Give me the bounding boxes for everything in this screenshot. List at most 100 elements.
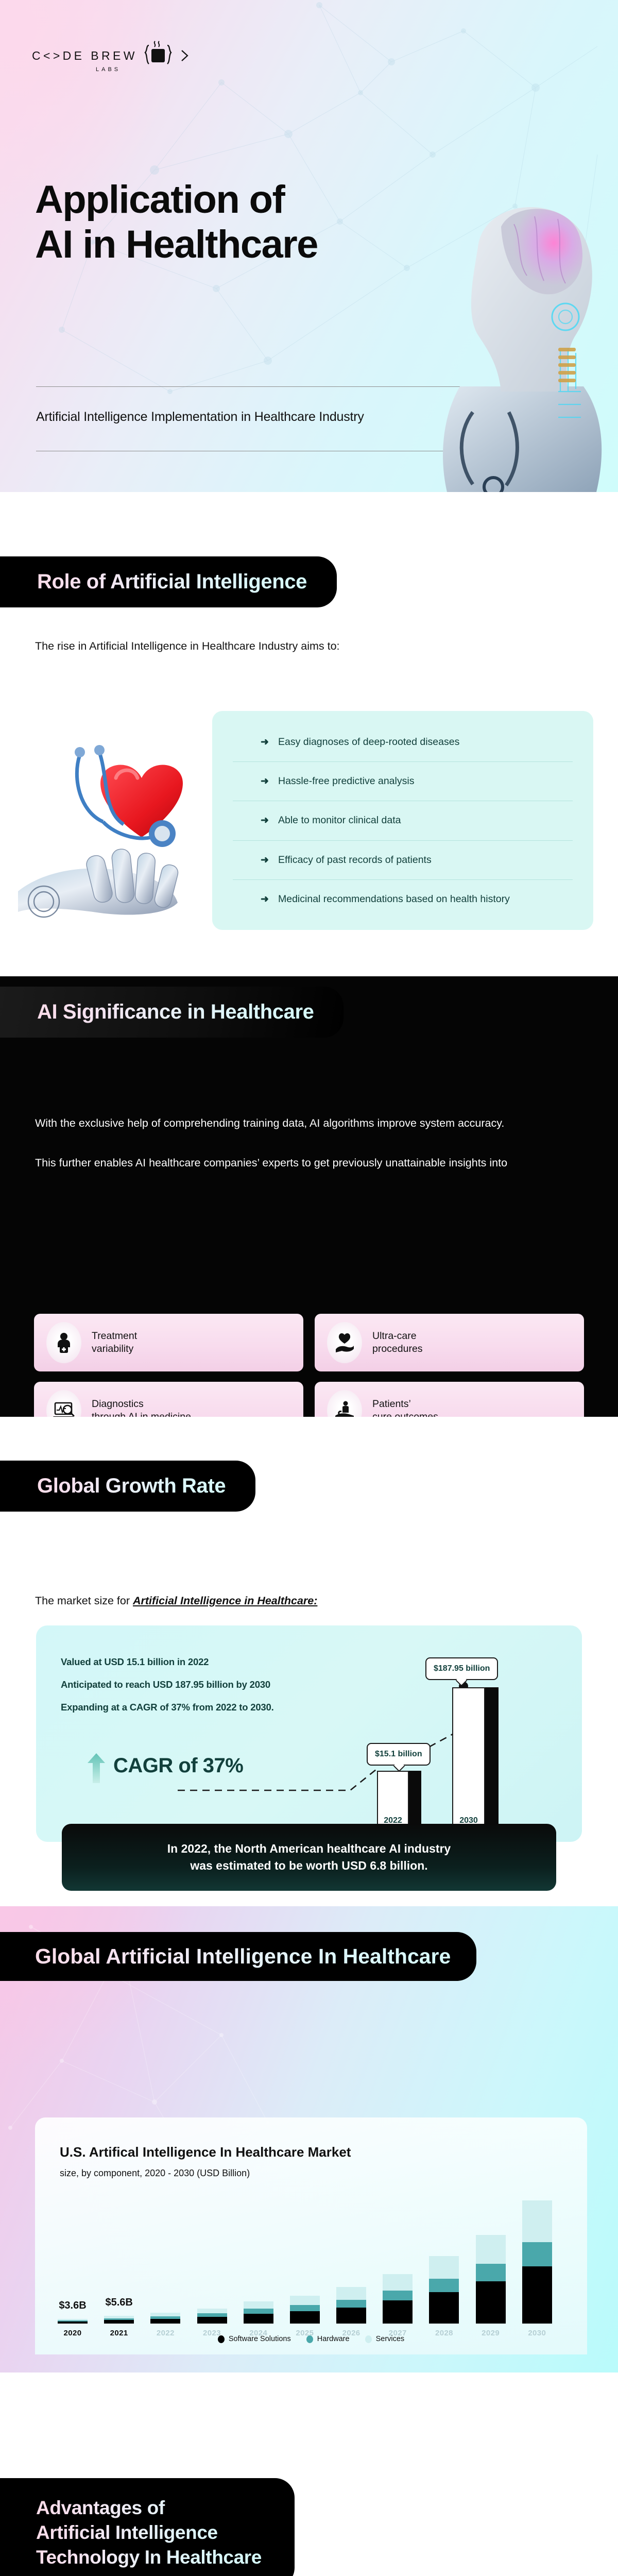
chart-x-tick: 2028 — [435, 2329, 453, 2337]
legend-label: Hardware — [317, 2335, 350, 2343]
arrow-right-icon: ➜ — [261, 776, 269, 787]
chart-legend: Software Solutions Hardware Services — [35, 2335, 587, 2343]
growth-heading-tag: Global Growth Rate — [0, 1461, 256, 1512]
growth-section: Global Growth Rate The market size for A… — [0, 1417, 618, 1932]
advantages-heading-line3: Technology In Healthcare — [36, 2547, 262, 2568]
bar-segment-hardware — [289, 2305, 320, 2311]
global-chart-heading: Global Artificial Intelligence In Health… — [35, 1944, 451, 1968]
bar-segment-hardware — [522, 2242, 552, 2267]
bar-segment-software-solutions — [336, 2307, 367, 2324]
bar-segment-software-solutions — [150, 2318, 181, 2324]
role-heading-tag: Role of Artificial Intelligence — [0, 556, 337, 608]
bar-segment-software-solutions — [58, 2321, 88, 2324]
chart-bar-2030: 2030 — [522, 2200, 552, 2337]
callout-2030-value: $187.95 billion — [425, 1657, 499, 1680]
chart-plot-area: 2020 2021 2022 2023 2024 2025 2026 2027 2028 2029… — [58, 2195, 569, 2337]
chart-bar-2029: 2029 — [475, 2234, 506, 2337]
role-item-label: Able to monitor clinical data — [278, 815, 401, 826]
growth-fact: Anticipated to reach USD 187.95 billion … — [61, 1679, 270, 1690]
chart-title: U.S. Artifical Intelligence In Healthcar… — [60, 2144, 351, 2160]
role-lead-text: The rise in Artificial Intelligence in H… — [35, 640, 340, 652]
role-item-label: Medicinal recommendations based on healt… — [278, 893, 510, 905]
growth-dashed-connector — [178, 1682, 468, 1791]
market-chart-card: U.S. Artifical Intelligence In Healthcar… — [35, 2117, 587, 2354]
role-heading: Role of Artificial Intelligence — [37, 570, 307, 594]
chart-bar-2022: 2022 — [150, 2312, 181, 2337]
bar-segment-services — [197, 2308, 227, 2313]
significance-card-label: Ultra-care procedures — [372, 1330, 423, 1354]
bar-segment-software-solutions — [197, 2316, 227, 2324]
advantages-heading-line2: Artificial Intelligence — [36, 2522, 218, 2544]
chart-value-label: $5.6B — [105, 2297, 133, 2309]
arrow-up-icon — [88, 1753, 105, 1783]
chart-bar-2026: 2026 — [336, 2287, 367, 2337]
logo-wordmark: C<>DE BREW — [32, 48, 138, 62]
bar-segment-services — [58, 2318, 88, 2320]
growth-lead-prefix: The market size for — [35, 1595, 133, 1607]
growth-banner-line2: was estimated to be worth USD 6.8 billio… — [190, 1859, 428, 1872]
bar-segment-services — [383, 2274, 413, 2291]
cagr-label: CAGR of 37% — [113, 1754, 244, 1777]
bar-segment-software-solutions — [104, 2320, 134, 2324]
legend-label: Software Solutions — [228, 2335, 291, 2343]
chart-bar-2028: 2028 — [429, 2256, 459, 2337]
chart-x-tick: 2021 — [110, 2329, 128, 2337]
bar-segment-services — [475, 2234, 506, 2264]
chart-bar-2020: 2020 — [58, 2318, 88, 2337]
significance-heading: AI Significance in Healthcare — [37, 1000, 314, 1024]
significance-body: With the exclusive help of comprehending… — [35, 1115, 591, 1171]
growth-lead-text: The market size for Artificial Intellige… — [35, 1595, 317, 1607]
hero-subtitle: Artificial Intelligence Implementation i… — [36, 410, 364, 424]
hero-title-line2: AI in Healthcare — [35, 222, 318, 266]
bar-segment-hardware — [197, 2313, 227, 2317]
page-title: Application of AI in Healthcare — [35, 178, 426, 267]
hero-divider-top — [36, 386, 469, 387]
chart-x-tick: 2024 — [249, 2329, 268, 2337]
chart-subtitle: size, by component, 2020 - 2030 (USD Bil… — [60, 2168, 250, 2178]
advantages-heading: Advantages of Artificial Intelligence Te… — [36, 2496, 262, 2570]
bar-segment-services — [150, 2312, 181, 2316]
significance-card[interactable]: Treatment variability — [34, 1314, 303, 1371]
bar-segment-services — [336, 2287, 367, 2300]
role-item-label: Hassle-free predictive analysis — [278, 775, 415, 787]
role-item-label: Efficacy of past records of patients — [278, 854, 432, 866]
legend-color-dot — [365, 2335, 372, 2343]
doctor-icon — [46, 1322, 81, 1363]
significance-card-label: Treatment variability — [92, 1330, 138, 1354]
arrow-right-icon: ➜ — [261, 854, 269, 866]
legend-label: Services — [375, 2335, 405, 2343]
chart-bar-2023: 2023 — [197, 2308, 227, 2337]
chart-x-tick: 2026 — [342, 2329, 360, 2337]
role-benefits-card: ➜ Easy diagnoses of deep-rooted diseases… — [212, 711, 593, 930]
role-item-label: Easy diagnoses of deep-rooted diseases — [278, 736, 460, 748]
chart-x-tick: 2022 — [156, 2329, 175, 2337]
significance-para-2: This further enables AI healthcare compa… — [35, 1157, 508, 1170]
bar-segment-hardware — [104, 2318, 134, 2320]
bar-segment-hardware — [58, 2320, 88, 2321]
bar-segment-hardware — [150, 2316, 181, 2319]
arrow-right-icon: ➜ — [261, 893, 269, 905]
ai-robot-brain-image — [443, 207, 602, 492]
growth-banner-line1: In 2022, the North American healthcare A… — [167, 1841, 451, 1855]
chart-x-tick: 2023 — [203, 2329, 221, 2337]
significance-card[interactable]: Ultra-care procedures — [315, 1314, 584, 1371]
bar-segment-software-solutions — [522, 2266, 552, 2324]
chart-bar-2025: 2025 — [289, 2295, 320, 2337]
arrow-right-icon: ➜ — [261, 815, 269, 826]
significance-heading-tag: AI Significance in Healthcare — [0, 987, 344, 1038]
bar-2030 — [452, 1687, 485, 1842]
global-chart-heading-tag: Global Artificial Intelligence In Health… — [0, 1932, 477, 1981]
growth-facts-list: Valued at USD 15.1 billion in 2022 Antic… — [61, 1656, 274, 1724]
bar-segment-hardware — [336, 2300, 367, 2308]
role-item: ➜ Efficacy of past records of patients — [233, 840, 573, 879]
legend-item: Services — [365, 2335, 405, 2343]
advantages-heading-line1: Advantages of — [36, 2497, 165, 2518]
advantages-section: Advantages of Artificial Intelligence Te… — [0, 2372, 618, 2576]
bar-segment-software-solutions — [289, 2311, 320, 2324]
bar-segment-hardware — [243, 2309, 273, 2314]
chart-bar-2021: 2021 — [104, 2316, 134, 2337]
bar-segment-services — [104, 2316, 134, 2318]
bar-segment-services — [522, 2200, 552, 2243]
role-item: ➜ Hassle-free predictive analysis — [233, 761, 573, 801]
growth-fact: Expanding at a CAGR of 37% from 2022 to … — [61, 1702, 274, 1713]
